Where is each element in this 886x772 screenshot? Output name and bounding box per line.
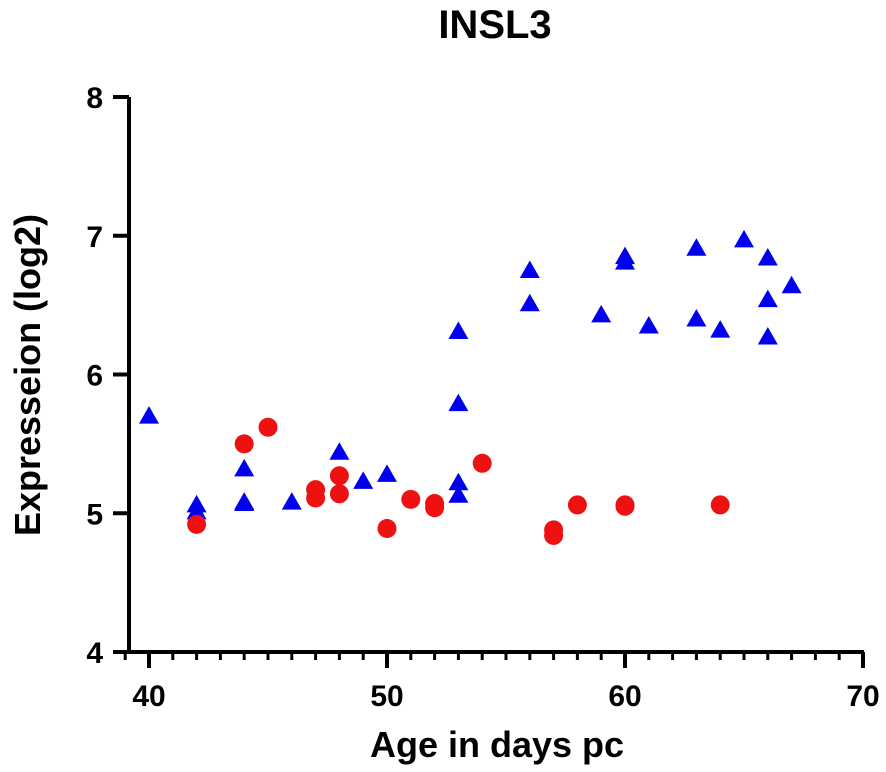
y-axis-label: Expresseion (log2) [7, 214, 48, 536]
triangle-point [615, 252, 635, 270]
triangle-point [448, 393, 469, 412]
circle-point [401, 489, 421, 509]
circle-point [377, 519, 397, 539]
circle-point [329, 484, 349, 504]
circle-point [472, 453, 492, 473]
x-tick-label-60: 60 [608, 680, 641, 713]
axes [127, 97, 864, 654]
y-tick-label-5: 5 [86, 498, 103, 531]
triangle-point [448, 485, 469, 503]
triangle-point [591, 304, 612, 323]
x-axis-label: Age in days pc [370, 724, 624, 765]
circle-point [306, 488, 326, 508]
triangle-point [734, 229, 754, 248]
y-tick-label-4: 4 [86, 637, 103, 670]
triangle-point [757, 247, 778, 266]
triangle-point [757, 327, 778, 345]
triangle-point [186, 501, 207, 520]
triangle-point [139, 406, 159, 424]
triangle-point [519, 293, 540, 312]
y-tick-label-8: 8 [86, 82, 103, 115]
triangle-point [448, 321, 469, 339]
triangle-point [448, 472, 469, 491]
triangle-point [377, 464, 397, 482]
circle-point [187, 514, 207, 534]
triangle-point [638, 315, 659, 334]
triangle-point [757, 289, 778, 308]
circle-point [425, 498, 445, 518]
triangle-point [710, 320, 731, 338]
x-tick-label-50: 50 [370, 680, 403, 713]
triangle-point [781, 275, 802, 294]
triangle-point [686, 238, 707, 256]
y-tick-label-6: 6 [86, 360, 103, 393]
x-tick-label-70: 70 [846, 680, 879, 713]
circle-point [329, 466, 349, 486]
y-ticks: 4 5 6 7 8 [86, 82, 129, 670]
triangle-point [329, 442, 350, 460]
triangle-point [234, 458, 255, 477]
triangle-point [353, 471, 374, 489]
circle-point [258, 417, 278, 437]
x-minor-ticks [123, 652, 841, 660]
circle-point [544, 525, 564, 545]
circle-point [615, 496, 635, 516]
x-ticks: 40 50 60 70 [132, 652, 880, 713]
circle-point [234, 434, 254, 454]
circle-point [710, 495, 730, 515]
circle-point [567, 495, 587, 515]
triangle-point [234, 493, 255, 512]
x-tick-label-40: 40 [132, 680, 165, 713]
triangle-point [519, 260, 540, 278]
triangle-point [281, 492, 302, 510]
chart-title: INSL3 [438, 3, 551, 47]
data-points [139, 229, 802, 545]
triangle-point [686, 309, 707, 327]
y-tick-label-7: 7 [86, 221, 103, 254]
